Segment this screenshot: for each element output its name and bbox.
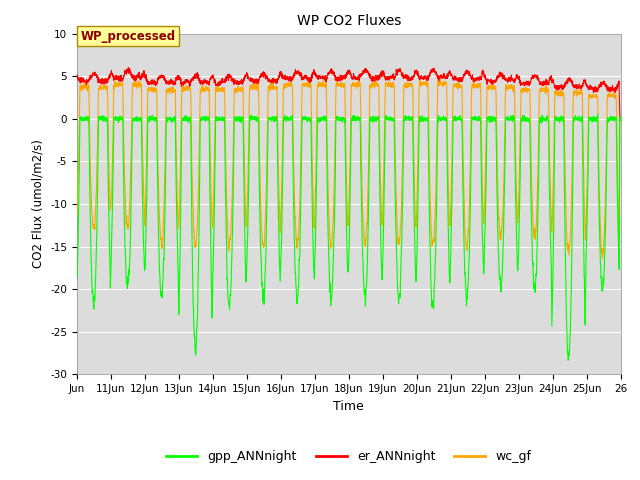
Legend: gpp_ANNnight, er_ANNnight, wc_gf: gpp_ANNnight, er_ANNnight, wc_gf — [161, 445, 536, 468]
Y-axis label: CO2 Flux (umol/m2/s): CO2 Flux (umol/m2/s) — [31, 140, 45, 268]
Title: WP CO2 Fluxes: WP CO2 Fluxes — [296, 14, 401, 28]
Text: WP_processed: WP_processed — [80, 30, 175, 43]
X-axis label: Time: Time — [333, 400, 364, 413]
